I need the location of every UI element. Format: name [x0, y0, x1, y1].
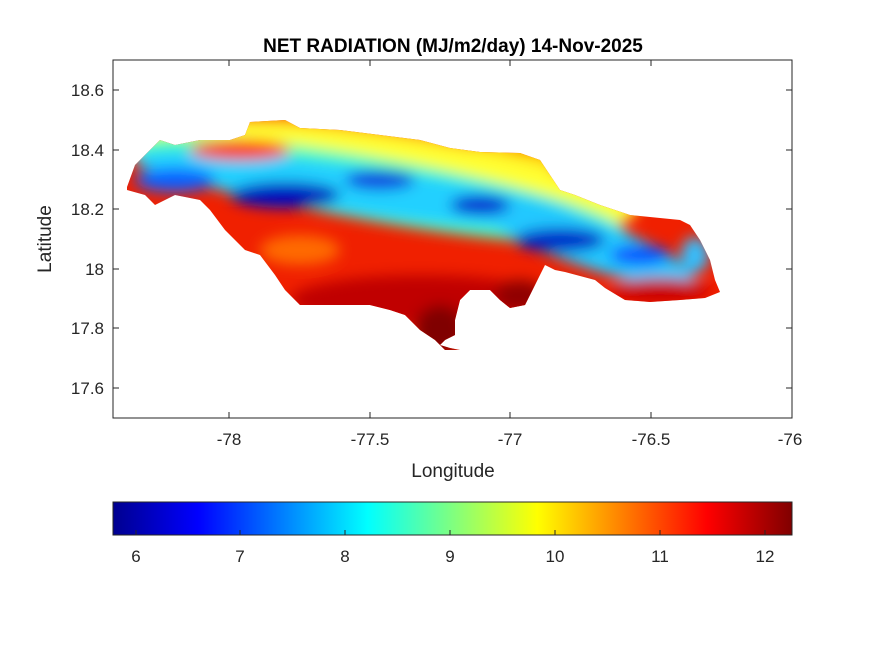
y-tick-label: 17.8 [71, 319, 104, 338]
y-tick-label: 18.6 [71, 81, 104, 100]
x-tick-label: -77 [498, 430, 523, 449]
colorbar-tick-label: 11 [651, 547, 669, 566]
y-tick-label: 18.4 [71, 141, 104, 160]
heatmap-mark-east-ridge [610, 245, 670, 265]
heatmap-mark-western-tip [135, 168, 215, 192]
heatmap-mark-central-ridge [345, 170, 415, 190]
colorbar-tick-label: 9 [445, 547, 454, 566]
x-tick-label: -76.5 [632, 430, 671, 449]
heatmap-mark-blue-mountains [515, 228, 605, 252]
colorbar-ticks [135, 530, 766, 535]
x-axis-label: Longitude [411, 461, 494, 482]
y-ticks [113, 89, 792, 389]
colorbar-tick-label: 6 [131, 547, 140, 566]
colorbar [112, 501, 793, 536]
colorbar-tick-label: 7 [235, 547, 244, 566]
colorbar-tick-label: 10 [546, 547, 565, 566]
y-tick-label: 18.2 [71, 200, 104, 219]
heatmap-mark [681, 237, 709, 273]
y-axis-label: Latitude [35, 205, 56, 273]
x-tick-label: -76 [778, 430, 803, 449]
heatmap-mark-central-west-core [230, 182, 340, 208]
x-ticks [228, 60, 652, 418]
colorbar-tick-label: 8 [340, 547, 349, 566]
heatmap-mark-south-east-coast [610, 278, 710, 302]
colorbar-tick-label: 12 [756, 547, 775, 566]
heatmap-mark-central-band [450, 195, 510, 215]
x-tick-label: -78 [217, 430, 242, 449]
y-tick-label: 18 [85, 260, 104, 279]
heatmap-mark [190, 140, 290, 160]
y-tick-label: 17.6 [71, 379, 104, 398]
x-tick-label: -77.5 [351, 430, 390, 449]
chart-title: NET RADIATION (MJ/m2/day) 14-Nov-2025 [263, 36, 643, 57]
heatmap-mark-southwest-plains [260, 235, 340, 265]
